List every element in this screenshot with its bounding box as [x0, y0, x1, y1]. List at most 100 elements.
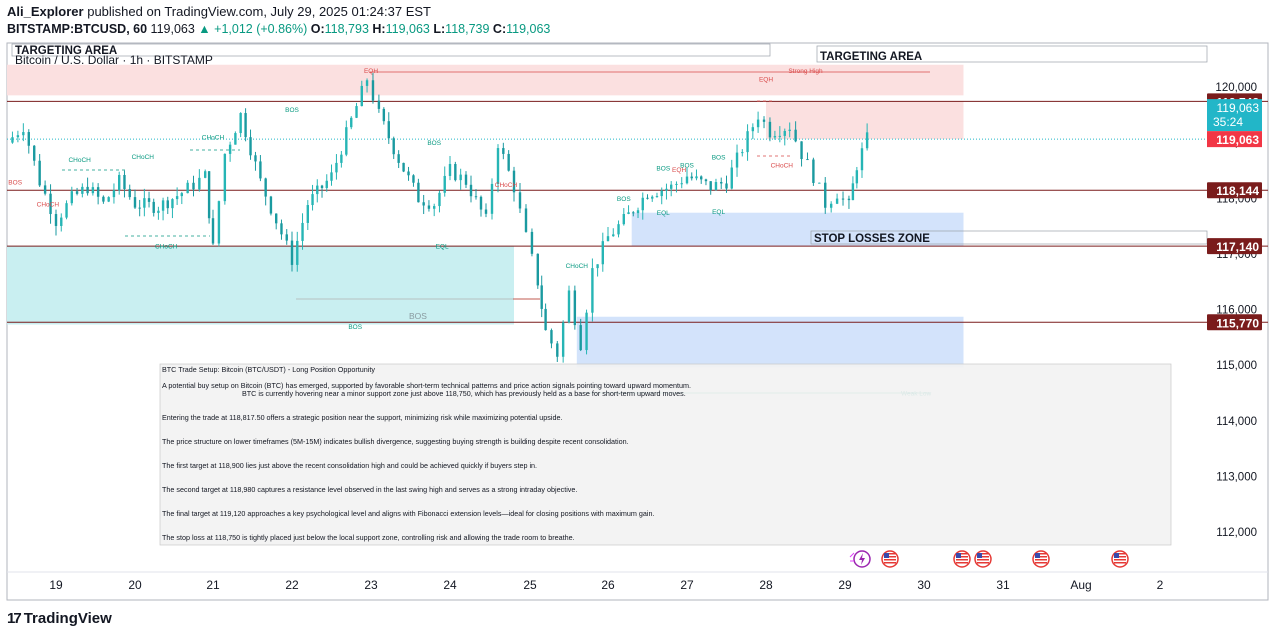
candle-body [622, 214, 625, 225]
annotation-strong-high: Strong High [788, 68, 823, 75]
last-price-countdown: 35:24 [1213, 115, 1243, 129]
us-flag-icon[interactable] [1111, 550, 1129, 568]
y-tick-label: 112,000 [1216, 527, 1257, 539]
us-flag-icon[interactable] [881, 550, 899, 568]
y-tick-label: 120,000 [1215, 82, 1257, 94]
candle-body [474, 196, 478, 198]
symbol-name[interactable]: BITSTAMP:BTCUSD, 60 [7, 22, 148, 36]
us-flag-icon[interactable] [974, 550, 992, 568]
candle-body [157, 210, 160, 213]
price-tag-label-1: 118,144 [1216, 184, 1259, 198]
candle-body [392, 138, 395, 155]
annotation-bos: BOS [8, 179, 22, 186]
publish-info: Ali_Explorer published on TradingView.co… [7, 4, 431, 19]
candle-body [102, 196, 105, 202]
candle-body [443, 175, 446, 193]
us-flag-icon-stripe [977, 562, 989, 564]
candle-body [567, 290, 571, 323]
zone-label-box-targeting-area-left [11, 43, 771, 57]
candle-body [536, 253, 539, 286]
candle-body [700, 176, 703, 180]
us-flag-icon[interactable] [1032, 550, 1050, 568]
candle-body [112, 190, 116, 198]
us-flag-icon-stripe [977, 553, 989, 555]
us-flag-icon-stripe [1114, 562, 1126, 564]
candle-body [123, 174, 126, 190]
candle-body [96, 187, 100, 197]
us-flag-icon[interactable] [953, 550, 971, 568]
us-flag-icon-stripe [1114, 553, 1126, 555]
candle-body [371, 80, 375, 101]
candle-body [186, 182, 189, 194]
price-tag-2 [1207, 238, 1262, 255]
candle-body [412, 175, 415, 183]
zone-label-targeting-area-left: TARGETING AREA [15, 45, 117, 57]
candle-body [296, 240, 299, 265]
candle-body [540, 285, 543, 309]
zone-label-box-stop-losses-zone [810, 230, 1208, 245]
candle-body [320, 185, 324, 188]
spark-icon [849, 552, 855, 562]
notes-p1b: BTC is currently hovering near a minor s… [242, 389, 686, 398]
candle-body [851, 183, 855, 201]
x-tick-label: 26 [601, 578, 615, 592]
candle-body [794, 129, 797, 142]
us-flag-icon-stripe [884, 556, 896, 558]
candle-body [345, 127, 348, 155]
candle-body [180, 193, 183, 197]
candle-body [641, 197, 644, 211]
annotation-choch: CHoCH [495, 182, 518, 189]
candle-body [655, 196, 659, 198]
us-flag-icon-stripe [956, 562, 968, 564]
candle-body [860, 148, 864, 171]
x-tick-label: 31 [996, 578, 1010, 592]
candle-body [387, 121, 390, 139]
open-value: 118,793 [324, 22, 369, 36]
candle-body [259, 161, 262, 179]
lightning-icon[interactable] [853, 550, 871, 568]
price-tag-3 [1207, 314, 1262, 331]
annotation-bos: BOS [427, 140, 441, 147]
change-value: +1,012 (+0.86%) [214, 22, 308, 36]
notes-p6: The final target at 119,120 approaches a… [162, 509, 654, 518]
zone-demand-zone [576, 316, 964, 368]
candle-body [254, 155, 257, 162]
x-tick-label: 19 [49, 578, 63, 592]
candle-body [290, 240, 294, 265]
candle-body [762, 119, 766, 122]
notes-p4: The first target at 118,900 lies just ab… [162, 461, 537, 470]
us-flag-icon-stripe [1114, 556, 1126, 558]
candle-body [355, 106, 358, 118]
candle-body [847, 198, 851, 201]
tradingview-logo[interactable]: 17 TradingView [7, 610, 112, 627]
candle-body [171, 199, 174, 209]
candle-body [147, 198, 151, 202]
annotation-eqh: EQH [759, 76, 773, 83]
candle-body [773, 136, 777, 138]
candle-body [204, 171, 207, 178]
candle-body [211, 218, 215, 244]
candle-body [311, 194, 314, 206]
candle-body [175, 196, 179, 200]
zone-label-box-targeting-area-right [816, 45, 1208, 63]
x-tick-label: 29 [838, 578, 852, 592]
candle-body [107, 197, 110, 202]
candle-body [433, 206, 436, 209]
us-flag-icon-stripe [1035, 559, 1047, 561]
price-tag-label-3: 115,770 [1216, 316, 1259, 330]
zone-stop-losses-zone [631, 212, 964, 247]
author-name[interactable]: Ali_Explorer [7, 4, 84, 19]
candle-body [800, 141, 803, 160]
candle-body [438, 192, 441, 207]
us-flag-icon-stripe [884, 553, 896, 555]
pane-title: Bitcoin / U.S. Dollar · 1h · BITSTAMP [15, 53, 213, 67]
tradingview-brand: TradingView [23, 610, 112, 627]
candle-body [579, 325, 582, 351]
candle-body [865, 132, 869, 149]
x-tick-label: 28 [759, 578, 773, 592]
candle-body [38, 160, 41, 186]
candle-body [690, 176, 693, 179]
candle-body [128, 189, 131, 198]
us-flag-icon-stripe [884, 562, 896, 564]
